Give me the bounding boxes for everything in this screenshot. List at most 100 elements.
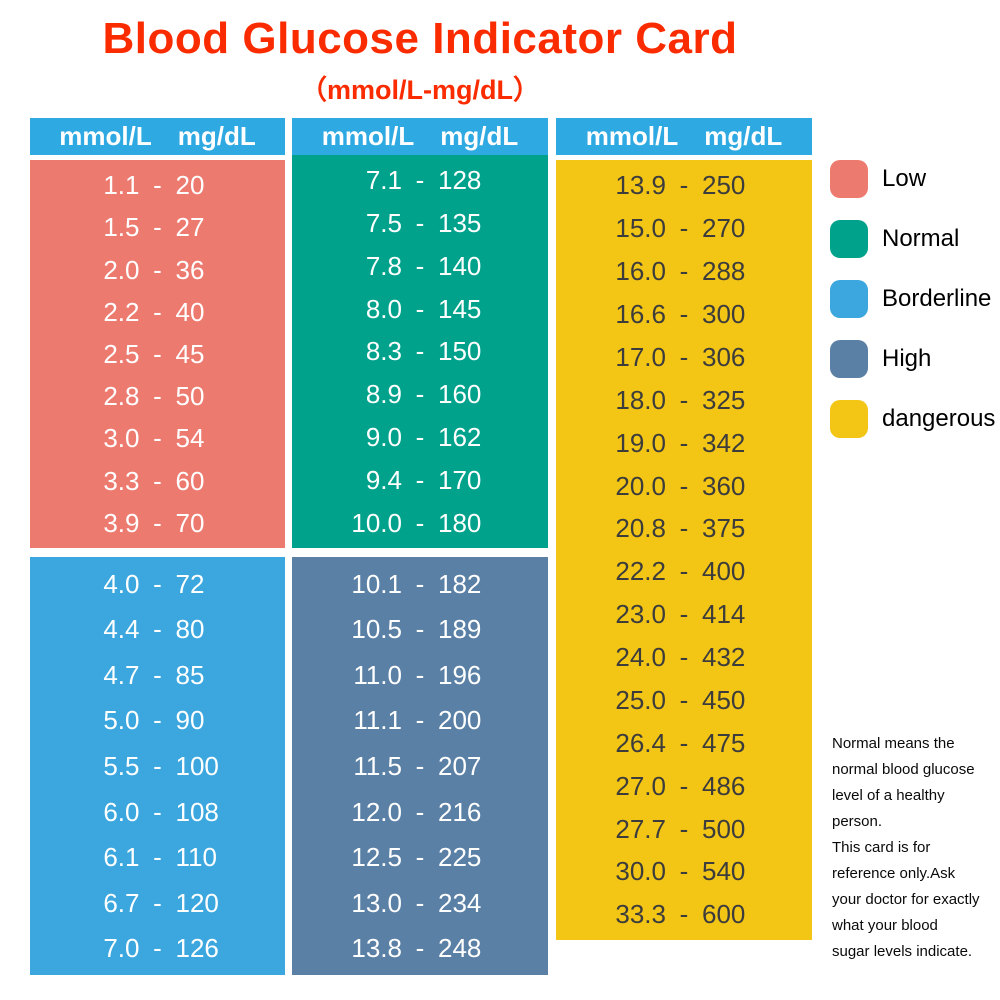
- dash-separator: -: [679, 899, 689, 930]
- mgdl-value: 360: [702, 470, 746, 501]
- mgdl-value: 216: [438, 796, 482, 827]
- normal-range-block: 7.1-128 7.5-135 7.8-140 8.0-145 8.3-150 8.9-1…: [292, 155, 548, 548]
- dash-separator: -: [679, 599, 689, 630]
- table-row: 7.1-128: [292, 167, 548, 193]
- dash-separator: -: [153, 254, 162, 285]
- mgdl-value: 207: [438, 750, 482, 781]
- table-row: 1.1-20: [30, 172, 285, 198]
- mgdl-value: 60: [175, 465, 205, 496]
- mmol-value: 7.8: [365, 250, 402, 281]
- dash-separator: -: [415, 659, 425, 690]
- table-row: 2.8-50: [30, 383, 285, 409]
- mgdl-value: 80: [175, 614, 205, 645]
- table-row: 20.0-360: [556, 473, 812, 499]
- table-row: 15.0-270: [556, 215, 812, 241]
- table-row: 5.0-90: [30, 707, 285, 733]
- mmol-value: 3.0: [103, 423, 140, 454]
- table-row: 11.5-207: [292, 753, 548, 779]
- dash-separator: -: [415, 379, 425, 410]
- table-row: 11.0-196: [292, 662, 548, 688]
- mmol-value: 7.0: [103, 933, 140, 964]
- mmol-value: 27.0: [615, 770, 666, 801]
- table-row: 3.9-70: [30, 510, 285, 536]
- mmol-header-label: mmol/L: [321, 121, 415, 151]
- dash-separator: -: [679, 770, 689, 801]
- legend-item: Low: [830, 160, 1000, 198]
- mmol-value: 27.7: [615, 813, 666, 844]
- legend-color-swatch: [830, 220, 868, 258]
- table-row: 11.1-200: [292, 707, 548, 733]
- dash-separator: -: [153, 750, 162, 781]
- mmol-value: 2.5: [103, 338, 140, 369]
- dash-separator: -: [153, 887, 162, 918]
- table-row: 16.6-300: [556, 301, 812, 327]
- table-row: 23.0-414: [556, 601, 812, 627]
- column-3-header: mmol/L mg/dL: [556, 118, 812, 155]
- mgdl-value: 85: [175, 659, 205, 690]
- legend-label: Low: [882, 165, 927, 192]
- dash-separator: -: [679, 684, 689, 715]
- table-row: 5.5-100: [30, 753, 285, 779]
- mgdl-value: 300: [702, 299, 746, 330]
- mgdl-value: 180: [438, 507, 482, 538]
- table-row: 10.0-180: [292, 510, 548, 536]
- table-row: 30.0-540: [556, 858, 812, 884]
- table-row: 13.0-234: [292, 890, 548, 916]
- table-row: 20.8-375: [556, 515, 812, 541]
- mmol-value: 24.0: [615, 642, 666, 673]
- table-row: 7.5-135: [292, 210, 548, 236]
- dash-separator: -: [153, 381, 162, 412]
- mmol-value: 13.0: [351, 887, 402, 918]
- mgdl-value: 325: [702, 384, 746, 415]
- mmol-value: 11.1: [353, 705, 402, 736]
- table-row: 17.0-306: [556, 344, 812, 370]
- legend: Low Normal Borderline High dangerous: [830, 160, 1000, 438]
- table-row: 7.8-140: [292, 253, 548, 279]
- mmol-value: 3.9: [103, 507, 140, 538]
- mgdl-value: 128: [438, 165, 482, 196]
- dash-separator: -: [679, 299, 689, 330]
- mmol-value: 4.0: [103, 568, 140, 599]
- mgdl-value: 189: [438, 614, 482, 645]
- table-row: 7.0-126: [30, 935, 285, 961]
- dash-separator: -: [153, 296, 162, 327]
- mgdl-value: 288: [702, 256, 746, 287]
- mmol-value: 11.0: [353, 659, 402, 690]
- mgdl-value: 250: [702, 170, 746, 201]
- mgdl-value: 36: [175, 254, 205, 285]
- mgdl-value: 27: [175, 212, 205, 243]
- mgdl-value: 342: [702, 427, 746, 458]
- mgdl-value: 414: [702, 599, 746, 630]
- table-row: 13.9-250: [556, 172, 812, 198]
- dash-separator: -: [153, 842, 162, 873]
- mgdl-value: 45: [175, 338, 205, 369]
- table-row: 8.0-145: [292, 296, 548, 322]
- mmol-value: 12.5: [351, 842, 402, 873]
- mgdl-header-label: mg/dL: [177, 121, 256, 151]
- dash-separator: -: [153, 212, 162, 243]
- mgdl-value: 170: [438, 464, 482, 495]
- legend-item: Normal: [830, 220, 1000, 258]
- mgdl-value: 432: [702, 642, 746, 673]
- table-row: 2.5-45: [30, 341, 285, 367]
- dash-separator: -: [415, 933, 425, 964]
- table-row: 2.0-36: [30, 257, 285, 283]
- mmol-value: 7.5: [365, 208, 402, 239]
- note-line: This card is for: [832, 839, 931, 856]
- mmol-value: 6.1: [103, 842, 140, 873]
- mgdl-value: 200: [438, 705, 482, 736]
- dash-separator: -: [415, 421, 425, 452]
- dash-separator: -: [679, 384, 689, 415]
- table-row: 27.0-486: [556, 773, 812, 799]
- page-title: Blood Glucose Indicator Card: [102, 14, 738, 63]
- table-row: 6.7-120: [30, 890, 285, 916]
- table-row: 18.0-325: [556, 387, 812, 413]
- mmol-value: 7.1: [365, 165, 402, 196]
- mmol-value: 8.9: [365, 379, 402, 410]
- mgdl-value: 70: [175, 507, 205, 538]
- dash-separator: -: [679, 642, 689, 673]
- dash-separator: -: [415, 208, 425, 239]
- legend-color-swatch: [830, 340, 868, 378]
- mmol-value: 30.0: [615, 856, 666, 887]
- mgdl-value: 110: [175, 842, 217, 873]
